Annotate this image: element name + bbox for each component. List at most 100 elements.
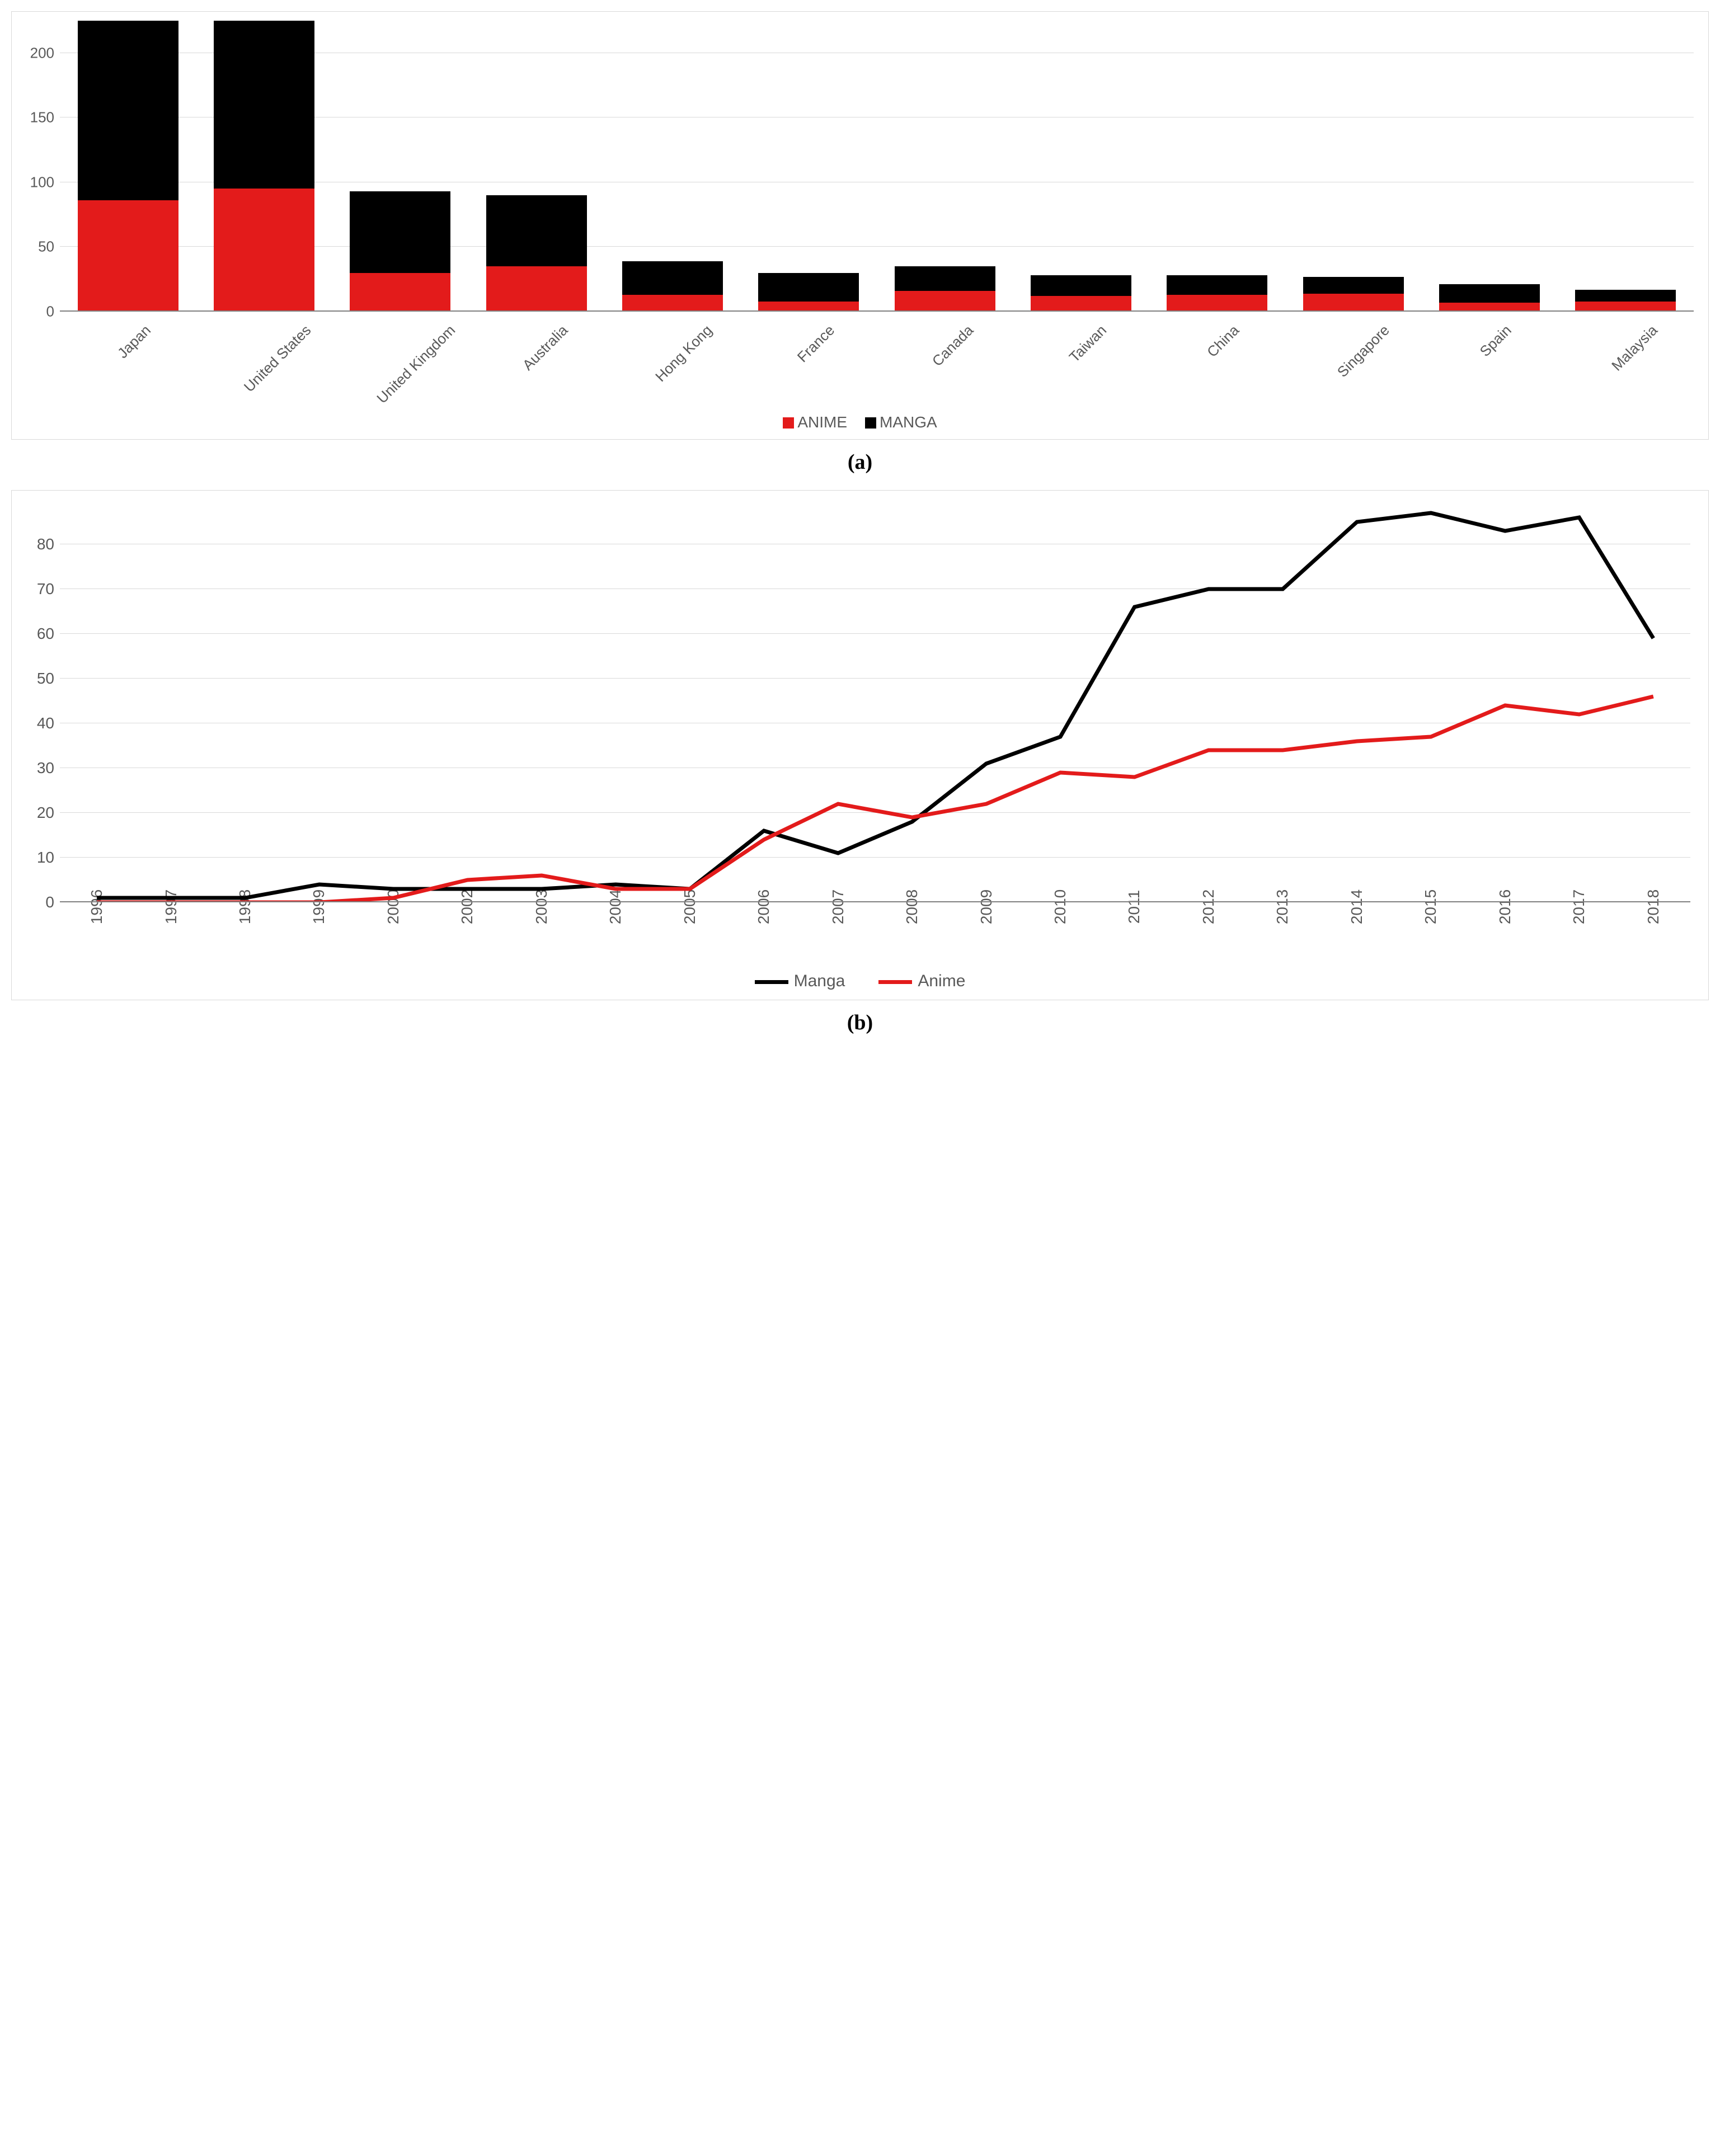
bar-segment xyxy=(78,200,178,312)
line-chart-y-tick-label: 80 xyxy=(37,535,60,553)
line-chart-x-tick-label: 2002 xyxy=(430,902,504,958)
bar-segment xyxy=(622,261,723,295)
line-chart-x-tick-label: 2016 xyxy=(1468,902,1542,958)
bar-stack xyxy=(758,273,859,312)
bar-segment xyxy=(350,273,450,312)
line-chart-x-tick-label: 2009 xyxy=(949,902,1023,958)
bar-chart-bars xyxy=(60,21,1694,312)
bar-slot xyxy=(741,21,877,312)
line-chart-x-axis xyxy=(60,901,1690,902)
bar-segment xyxy=(1575,290,1676,302)
panel-a-caption: (a) xyxy=(11,450,1709,474)
line-chart-plot-area: 01020304050607080 xyxy=(60,500,1690,902)
line-series xyxy=(97,696,1653,902)
bar-segment xyxy=(758,273,859,302)
line-chart-y-tick-label: 40 xyxy=(37,714,60,732)
bar-stack xyxy=(1031,275,1131,312)
bar-chart-x-tick-label: Spain xyxy=(1421,312,1557,333)
bar-segment xyxy=(486,195,587,266)
bar-segment xyxy=(486,266,587,312)
line-chart-x-tick-label: 1996 xyxy=(60,902,134,958)
line-chart-y-tick-label: 20 xyxy=(37,804,60,822)
bar-slot xyxy=(877,21,1013,312)
line-chart-y-tick-label: 0 xyxy=(45,893,60,911)
bar-slot xyxy=(1013,21,1149,312)
bar-stack xyxy=(622,261,723,312)
bar-chart-x-tick-label: Singapore xyxy=(1285,312,1421,333)
line-chart-x-tick-label: 1998 xyxy=(208,902,282,958)
bar-slot xyxy=(332,21,468,312)
bar-chart-x-tick-label: United States xyxy=(196,312,332,333)
bar-segment xyxy=(1031,275,1131,296)
legend-label: ANIME xyxy=(797,413,847,431)
line-series xyxy=(97,513,1653,898)
bar-chart-y-tick-label: 100 xyxy=(30,173,60,191)
line-chart-x-tick-label: 1999 xyxy=(282,902,356,958)
bar-segment xyxy=(214,21,314,189)
legend-label: Manga xyxy=(794,972,845,990)
line-chart-legend-item: Anime xyxy=(878,972,965,991)
line-chart-x-tick-label: 1997 xyxy=(134,902,208,958)
bar-chart-x-tick-label: China xyxy=(1149,312,1285,333)
bar-slot xyxy=(1421,21,1557,312)
bar-segment xyxy=(78,21,178,200)
bar-chart-y-tick-label: 50 xyxy=(38,238,60,256)
bar-segment xyxy=(1031,296,1131,312)
bar-slot xyxy=(1285,21,1421,312)
legend-line-swatch xyxy=(878,980,912,984)
bar-stack xyxy=(1303,277,1404,312)
line-chart-x-tick-label: 2017 xyxy=(1542,902,1616,958)
bar-segment xyxy=(1167,295,1267,312)
bar-segment xyxy=(214,189,314,312)
bar-chart-y-tick-label: 0 xyxy=(46,303,60,321)
bar-chart-x-tick-label: Malaysia xyxy=(1558,312,1694,333)
bar-segment xyxy=(895,291,995,312)
bar-stack xyxy=(78,21,178,312)
bar-segment xyxy=(350,191,450,273)
line-chart-x-tick-label: 2004 xyxy=(579,902,652,958)
bar-segment xyxy=(1439,284,1540,302)
bar-chart-x-tick-label: Canada xyxy=(877,312,1013,333)
line-chart-x-tick-label: 2014 xyxy=(1320,902,1394,958)
bar-chart-x-axis xyxy=(60,310,1694,312)
line-chart-y-tick-label: 70 xyxy=(37,580,60,598)
bar-chart-x-tick-label: France xyxy=(741,312,877,333)
bar-chart-x-tick-label: Taiwan xyxy=(1013,312,1149,333)
line-chart-x-tick-label: 2005 xyxy=(653,902,727,958)
bar-chart-panel: 050100150200 JapanUnited StatesUnited Ki… xyxy=(11,11,1709,440)
line-chart-x-labels: 1996199719981999200020022003200420052006… xyxy=(60,902,1690,958)
bar-stack xyxy=(895,266,995,312)
bar-segment xyxy=(622,295,723,312)
bar-slot xyxy=(604,21,740,312)
line-chart-svg xyxy=(60,500,1690,902)
legend-label: Anime xyxy=(918,972,965,990)
bar-stack xyxy=(214,21,314,312)
bar-chart-x-labels: JapanUnited StatesUnited KingdomAustrali… xyxy=(60,312,1694,407)
bar-stack xyxy=(1439,284,1540,312)
bar-stack xyxy=(1167,275,1267,312)
line-chart-y-tick-label: 50 xyxy=(37,670,60,688)
line-chart-x-tick-label: 2015 xyxy=(1394,902,1468,958)
line-chart-y-tick-label: 30 xyxy=(37,759,60,777)
bar-slot xyxy=(60,21,196,312)
bar-segment xyxy=(1303,294,1404,312)
line-chart-y-tick-label: 60 xyxy=(37,625,60,643)
line-chart-x-tick-label: 2000 xyxy=(356,902,430,958)
bar-stack xyxy=(486,195,587,312)
bar-chart-legend-item: ANIME xyxy=(783,413,847,431)
legend-swatch xyxy=(865,417,876,429)
bar-slot xyxy=(196,21,332,312)
bar-segment xyxy=(1167,275,1267,295)
bar-segment xyxy=(895,266,995,291)
bar-slot xyxy=(468,21,604,312)
line-chart-x-tick-label: 2003 xyxy=(505,902,579,958)
line-chart-x-tick-label: 2007 xyxy=(801,902,875,958)
bar-stack xyxy=(350,191,450,312)
line-chart-legend-item: Manga xyxy=(755,972,845,991)
bar-chart-plot-area: 050100150200 xyxy=(60,21,1694,312)
line-chart-y-tick-label: 10 xyxy=(37,849,60,867)
legend-label: MANGA xyxy=(880,413,937,431)
line-chart-panel: 01020304050607080 1996199719981999200020… xyxy=(11,490,1709,1000)
line-chart-x-tick-label: 2018 xyxy=(1616,902,1690,958)
bar-chart-legend-item: MANGA xyxy=(865,413,937,431)
